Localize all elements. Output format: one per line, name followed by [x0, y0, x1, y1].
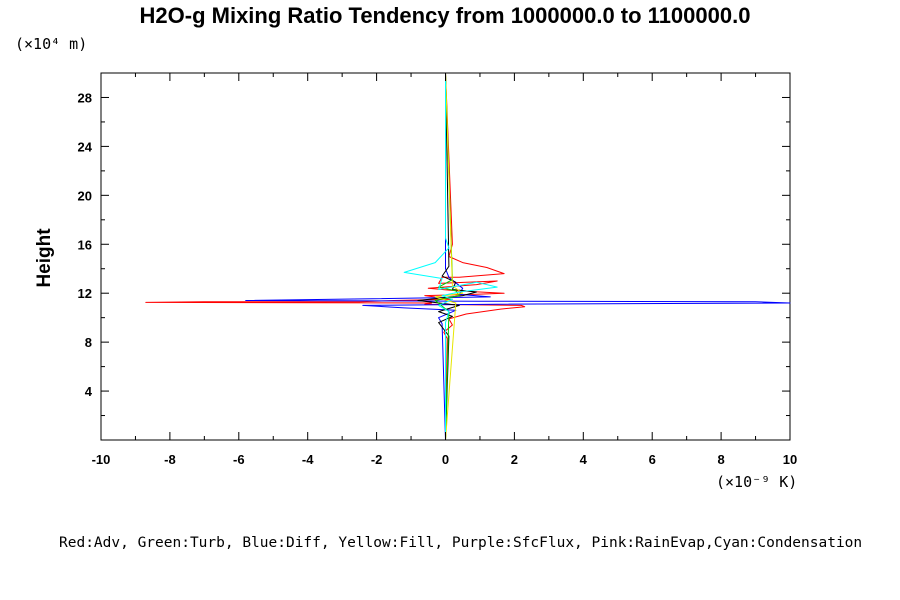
- y-tick-label: 16: [78, 237, 92, 252]
- x-tick-label: 4: [580, 452, 588, 467]
- x-tick-label: 10: [783, 452, 797, 467]
- x-tick-label: -6: [233, 452, 245, 467]
- legend-text: Red:Adv, Green:Turb, Blue:Diff, Yellow:F…: [59, 535, 862, 551]
- series-line-0: [145, 72, 526, 441]
- y-tick-labels: 4 8 12 16 20 24 28: [78, 90, 93, 399]
- x-tick-label: 6: [649, 452, 656, 467]
- y-tick-label: 8: [85, 335, 92, 350]
- x-tick-label: -10: [92, 452, 111, 467]
- y-tick-label: 4: [85, 384, 93, 399]
- y-axis-unit: (×10⁴ m): [15, 35, 87, 53]
- chart-title: H2O-g Mixing Ratio Tendency from 1000000…: [140, 3, 751, 28]
- series-layer: [145, 72, 791, 441]
- tick-marks: [100, 73, 791, 440]
- x-tick-labels: -10 -8 -6 -4 -2 0 2 4 6 8 10: [92, 452, 798, 467]
- x-axis-unit: (×10⁻⁹ K): [716, 473, 797, 491]
- y-tick-label: 12: [78, 286, 92, 301]
- x-tick-label: -2: [371, 452, 383, 467]
- y-tick-label: 28: [78, 90, 92, 105]
- x-tick-label: 8: [717, 452, 724, 467]
- x-tick-label: 2: [511, 452, 518, 467]
- y-tick-label: 24: [78, 139, 93, 154]
- series-line-4: [434, 72, 464, 441]
- y-tick-label: 20: [78, 188, 92, 203]
- y-axis-label: Height: [34, 228, 55, 288]
- x-tick-label: 0: [442, 452, 449, 467]
- x-tick-label: -8: [164, 452, 176, 467]
- x-tick-label: -4: [302, 452, 314, 467]
- plot-area: [100, 72, 791, 441]
- series-line-1: [245, 73, 791, 441]
- series-line-5: [403, 73, 498, 440]
